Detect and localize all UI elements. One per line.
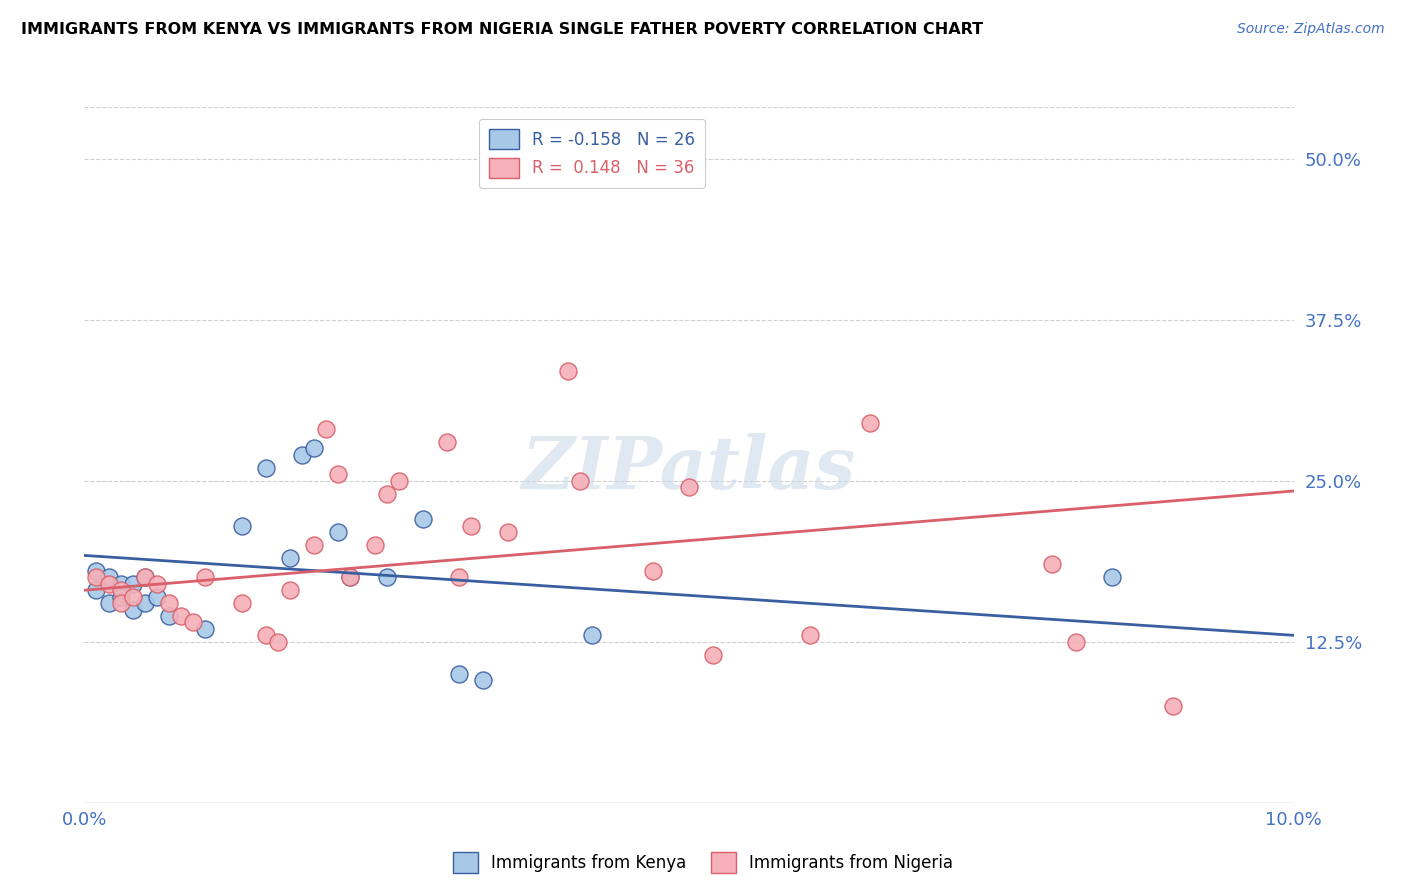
Point bbox=[472, 673, 495, 688]
Point bbox=[363, 538, 385, 552]
Point bbox=[121, 602, 143, 616]
Point bbox=[146, 576, 169, 591]
Point bbox=[302, 442, 325, 456]
Point bbox=[146, 590, 169, 604]
Text: Source: ZipAtlas.com: Source: ZipAtlas.com bbox=[1237, 22, 1385, 37]
Point bbox=[641, 564, 664, 578]
Point bbox=[328, 525, 350, 540]
Point bbox=[581, 628, 603, 642]
Point bbox=[375, 486, 398, 500]
Point bbox=[291, 448, 314, 462]
Point bbox=[110, 576, 132, 591]
Point bbox=[278, 583, 301, 598]
Point bbox=[859, 416, 882, 430]
Point bbox=[86, 583, 108, 598]
Point bbox=[170, 609, 193, 624]
Point bbox=[278, 551, 301, 566]
Point bbox=[436, 435, 458, 450]
Legend: Immigrants from Kenya, Immigrants from Nigeria: Immigrants from Kenya, Immigrants from N… bbox=[446, 846, 960, 880]
Point bbox=[110, 590, 132, 604]
Point bbox=[339, 570, 361, 584]
Point bbox=[449, 570, 471, 584]
Legend: R = -0.158   N = 26, R =  0.148   N = 36: R = -0.158 N = 26, R = 0.148 N = 36 bbox=[479, 119, 706, 188]
Point bbox=[157, 596, 180, 610]
Point bbox=[194, 570, 217, 584]
Point bbox=[315, 422, 337, 436]
Point bbox=[254, 628, 277, 642]
Point bbox=[194, 622, 217, 636]
Point bbox=[97, 596, 120, 610]
Text: IMMIGRANTS FROM KENYA VS IMMIGRANTS FROM NIGERIA SINGLE FATHER POVERTY CORRELATI: IMMIGRANTS FROM KENYA VS IMMIGRANTS FROM… bbox=[21, 22, 983, 37]
Point bbox=[97, 576, 120, 591]
Point bbox=[569, 474, 592, 488]
Point bbox=[375, 570, 398, 584]
Point bbox=[412, 512, 434, 526]
Point bbox=[86, 564, 108, 578]
Point bbox=[702, 648, 724, 662]
Point bbox=[157, 609, 180, 624]
Point bbox=[254, 460, 277, 475]
Point bbox=[121, 590, 143, 604]
Point bbox=[86, 570, 108, 584]
Point bbox=[1064, 634, 1087, 648]
Text: ZIPatlas: ZIPatlas bbox=[522, 434, 856, 504]
Point bbox=[449, 667, 471, 681]
Point bbox=[339, 570, 361, 584]
Point bbox=[134, 596, 156, 610]
Point bbox=[121, 576, 143, 591]
Point bbox=[231, 518, 253, 533]
Point bbox=[496, 525, 519, 540]
Point bbox=[388, 474, 411, 488]
Point bbox=[1040, 558, 1063, 572]
Point bbox=[134, 570, 156, 584]
Point bbox=[302, 538, 325, 552]
Point bbox=[328, 467, 350, 482]
Point bbox=[231, 596, 253, 610]
Point bbox=[110, 596, 132, 610]
Point bbox=[267, 634, 290, 648]
Point bbox=[1161, 699, 1184, 714]
Point bbox=[134, 570, 156, 584]
Point bbox=[678, 480, 700, 494]
Point bbox=[799, 628, 821, 642]
Point bbox=[181, 615, 204, 630]
Point bbox=[1101, 570, 1123, 584]
Point bbox=[460, 518, 482, 533]
Point bbox=[557, 364, 579, 378]
Point bbox=[110, 583, 132, 598]
Point bbox=[97, 570, 120, 584]
